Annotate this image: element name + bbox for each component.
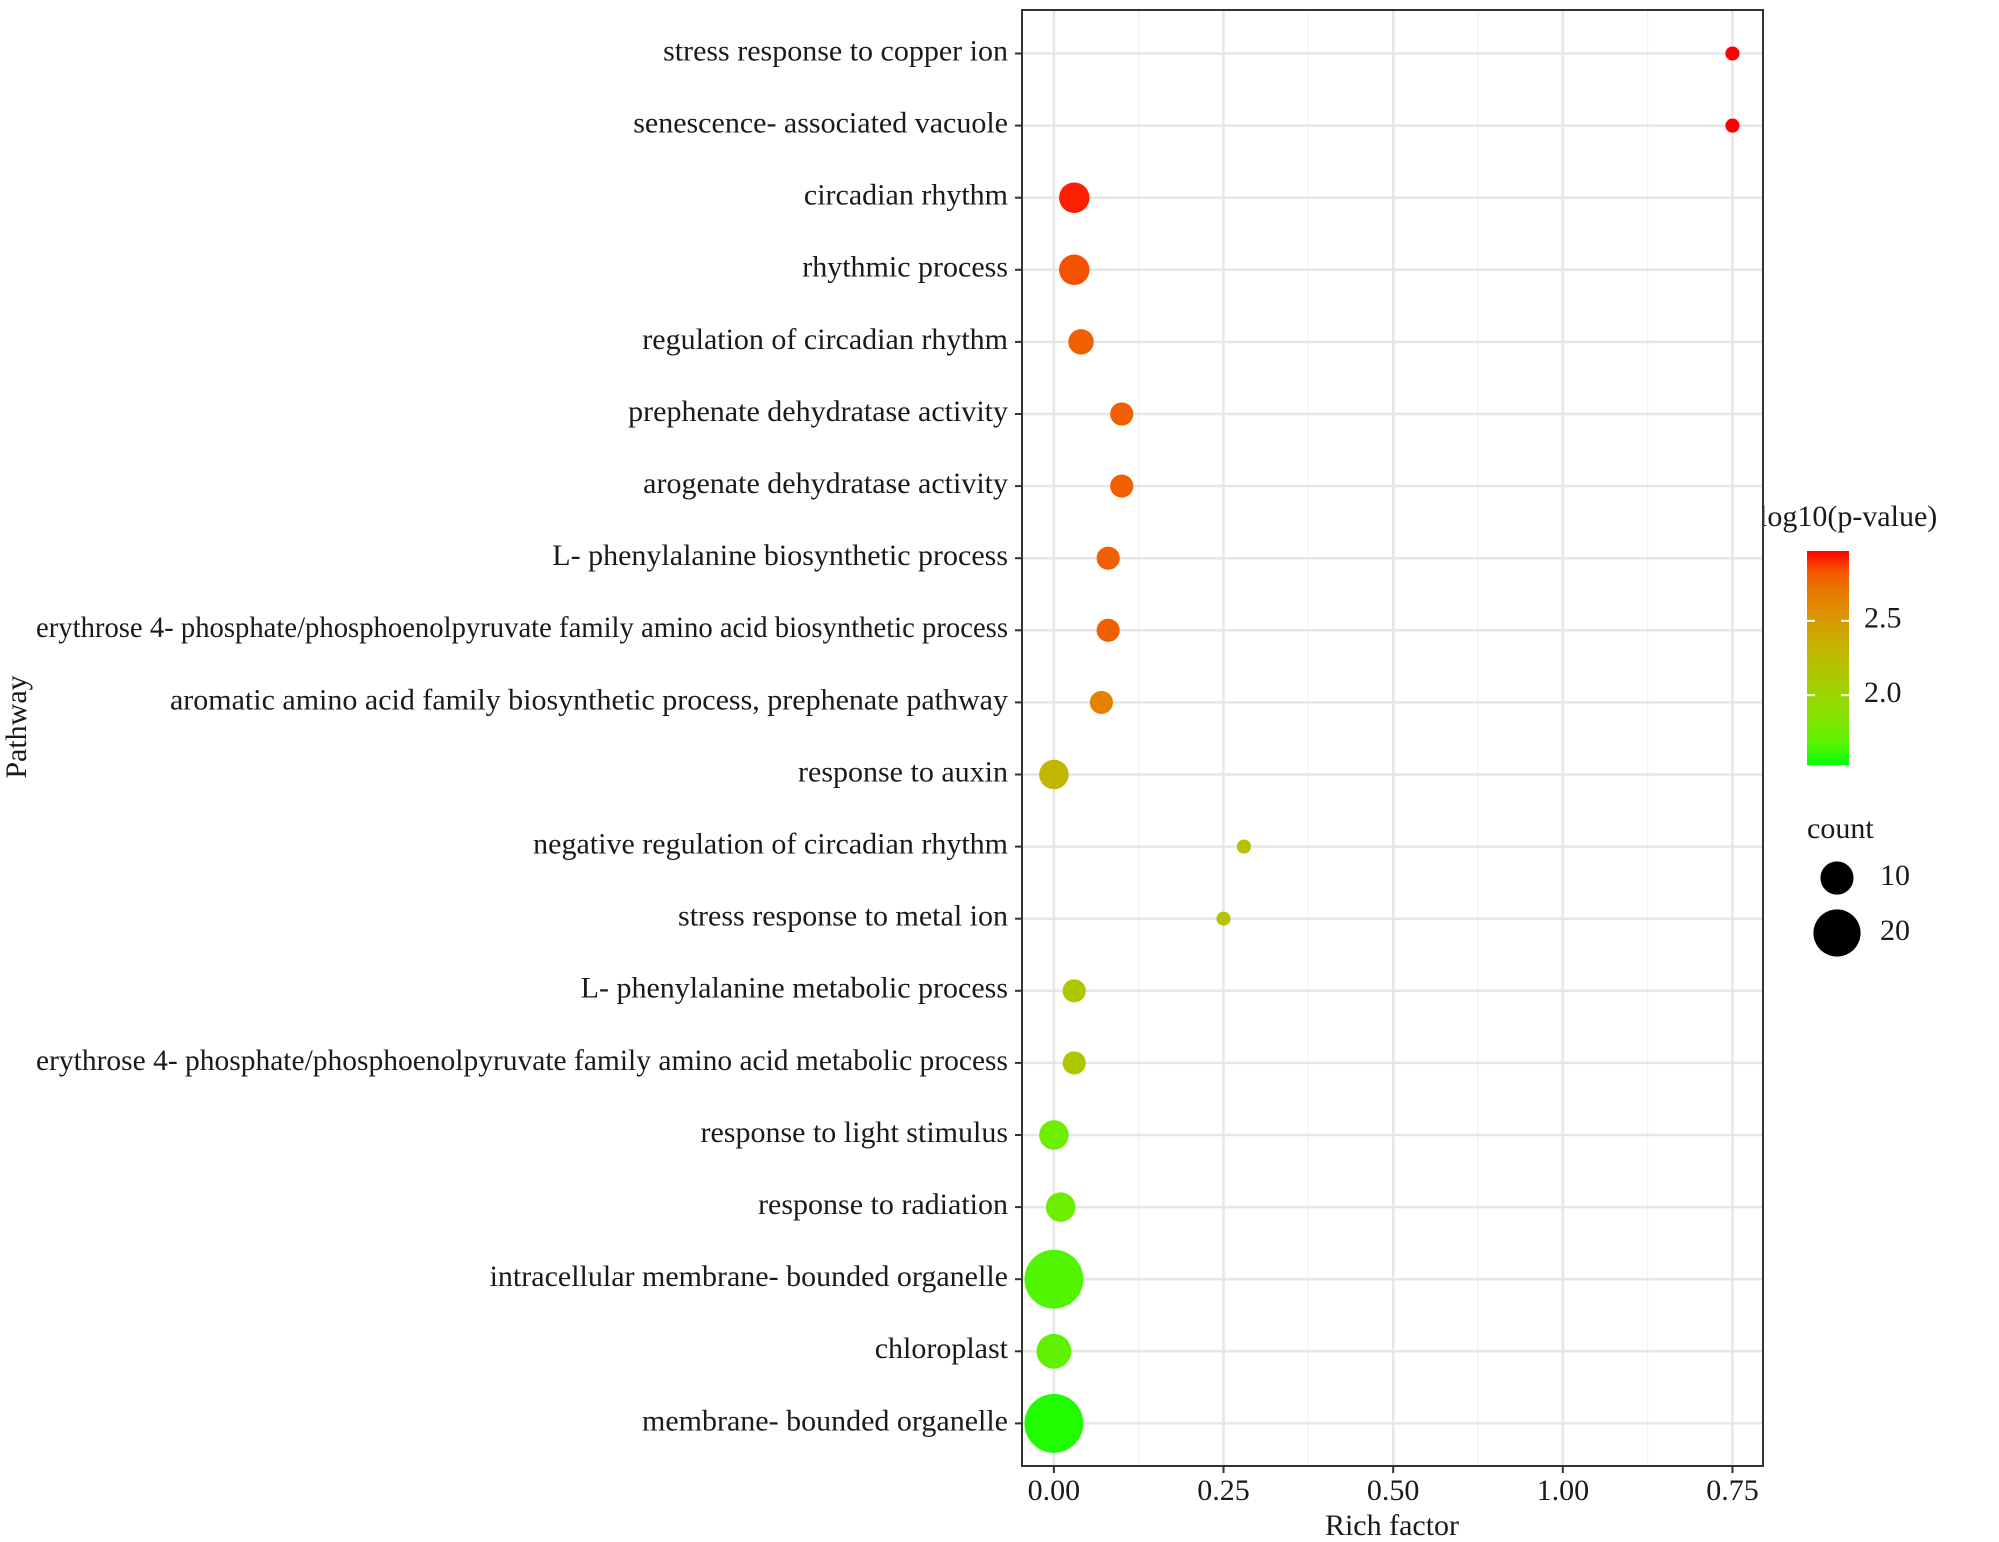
y-tick-label: erythrose 4- phosphate/phosphoenolpyruva… [36, 1044, 1008, 1077]
point [1045, 1192, 1076, 1222]
point [1216, 911, 1231, 926]
point [1059, 182, 1090, 213]
x-tick-label: 0.50 [1367, 1474, 1420, 1507]
y-tick-label: response to auxin [798, 755, 1008, 788]
color-legend-title: -log10(p-value) [1749, 500, 1937, 533]
point [1725, 46, 1740, 61]
point [1089, 690, 1113, 714]
point [1725, 118, 1740, 133]
size-legend-label: 10 [1880, 859, 1910, 892]
color-legend-label: 2.0 [1864, 676, 1902, 709]
x-tick-label: 0.75 [1706, 1474, 1759, 1507]
color-legend-label: 2.5 [1864, 602, 1902, 635]
point [1059, 254, 1090, 286]
y-axis-label: Pathway [0, 675, 33, 778]
y-tick-label: chloroplast [875, 1332, 1009, 1365]
y-tick-label: aromatic amino acid family biosynthetic … [170, 683, 1008, 716]
point [1236, 839, 1251, 854]
point [1110, 474, 1134, 498]
plot-border [1021, 9, 1764, 1467]
point [1039, 759, 1069, 790]
y-tick-label: prephenate dehydratase activity [628, 395, 1008, 428]
point [1024, 1249, 1084, 1309]
y-tick-label: L- phenylalanine metabolic process [581, 972, 1008, 1005]
size-legend-key [1813, 909, 1861, 957]
point [1096, 546, 1120, 570]
point [1096, 618, 1120, 642]
y-tick-label: membrane- bounded organelle [642, 1404, 1008, 1437]
y-tick-label: negative regulation of circadian rhythm [533, 827, 1008, 860]
y-tick-label: response to radiation [758, 1188, 1008, 1221]
y-tick-label: response to light stimulus [701, 1116, 1009, 1149]
y-tick-label: L- phenylalanine biosynthetic process [552, 539, 1008, 572]
size-legend-label: 20 [1880, 914, 1910, 947]
point [1068, 329, 1094, 355]
y-tick-label: senescence- associated vacuole [633, 106, 1008, 139]
y-tick-label: rhythmic process [802, 251, 1008, 284]
y-tick-label: stress response to copper ion [663, 34, 1008, 67]
y-tick-label: circadian rhythm [804, 179, 1008, 212]
point [1036, 1333, 1072, 1369]
y-tick-label: regulation of circadian rhythm [642, 323, 1008, 356]
point [1062, 1051, 1086, 1075]
x-tick-label: 0.25 [1197, 1474, 1250, 1507]
x-axis-label: Rich factor [1325, 1509, 1459, 1542]
point [1024, 1393, 1084, 1453]
y-tick-label: erythrose 4- phosphate/phosphoenolpyruva… [36, 611, 1008, 644]
point [1062, 979, 1086, 1003]
y-tick-label: intracellular membrane- bounded organell… [490, 1260, 1008, 1293]
point [1110, 402, 1134, 426]
x-tick-label: 1.00 [1537, 1474, 1590, 1507]
y-tick-label: stress response to metal ion [678, 900, 1008, 933]
size-legend-title: count [1807, 812, 1874, 845]
point [1039, 1120, 1069, 1150]
y-tick-label: arogenate dehydratase activity [643, 467, 1008, 500]
size-legend-key [1820, 861, 1854, 895]
color-bar [1807, 551, 1849, 765]
x-tick-label: 0.00 [1028, 1474, 1081, 1507]
